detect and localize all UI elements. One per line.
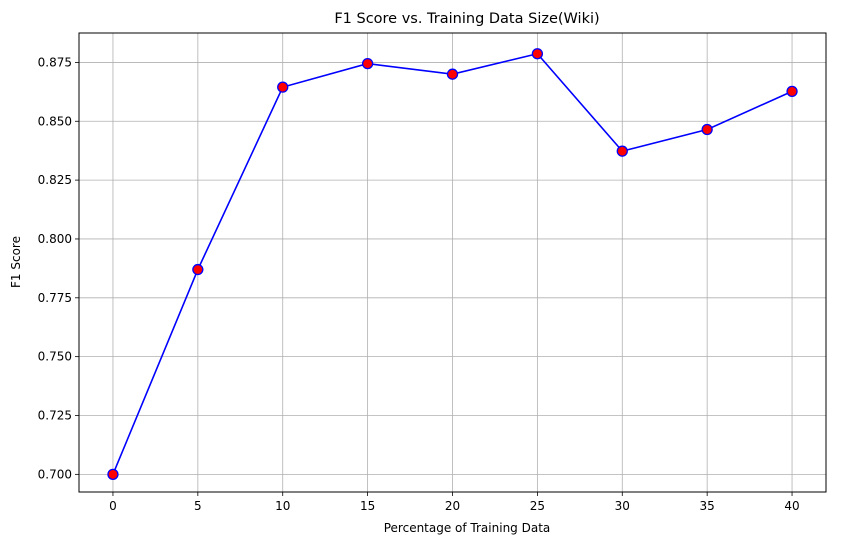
y-axis-ticks: 0.700 0.725 0.750 0.775 0.800 0.825 0.850 0.875 [38,55,79,481]
y-tick-label: 0.775 [38,291,72,305]
data-point [446,68,459,80]
data-point [616,145,628,157]
y-tick-label: 0.825 [38,173,72,187]
x-tick-label: 15 [360,499,375,513]
x-axis-ticks: 0 5 10 15 20 25 30 35 40 [109,492,800,513]
data-point [786,85,798,98]
x-tick-label: 40 [784,499,799,513]
x-tick-label: 5 [194,499,202,513]
data-point [192,263,204,276]
data-point [531,48,544,60]
y-tick-label: 0.850 [38,114,72,128]
y-tick-label: 0.725 [38,409,72,423]
x-tick-label: 25 [530,499,545,513]
y-axis-label: F1 Score [9,236,23,288]
y-tick-label: 0.875 [38,55,72,69]
data-point [277,81,289,93]
x-tick-label: 20 [445,499,460,513]
x-tick-label: 30 [615,499,630,513]
y-tick-label: 0.700 [38,467,72,481]
y-tick-label: 0.750 [38,350,72,364]
data-point [107,468,119,480]
data-point [361,57,374,70]
series-group [107,48,798,480]
chart-title: F1 Score vs. Training Data Size(Wiki) [334,11,599,27]
grid-lines [79,33,826,492]
x-tick-label: 0 [109,499,117,513]
x-tick-label: 10 [275,499,290,513]
data-point [701,123,713,136]
x-tick-label: 35 [700,499,715,513]
x-axis-label: Percentage of Training Data [384,521,551,535]
y-tick-label: 0.800 [38,232,72,246]
